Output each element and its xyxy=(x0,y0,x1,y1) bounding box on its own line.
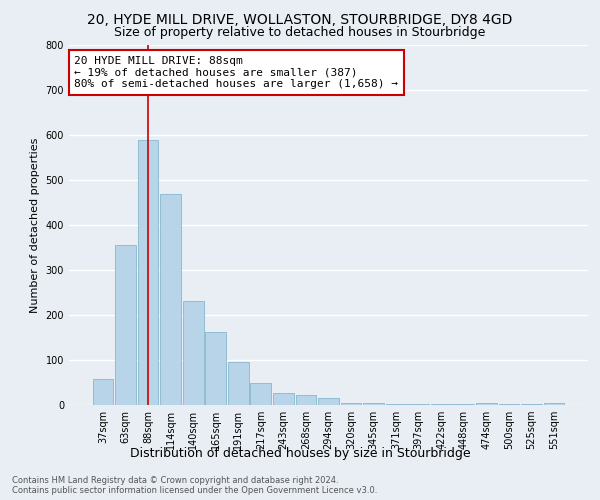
Y-axis label: Number of detached properties: Number of detached properties xyxy=(30,138,40,312)
Bar xyxy=(205,332,226,405)
Bar xyxy=(386,404,407,405)
Bar xyxy=(341,403,361,405)
Bar xyxy=(115,246,136,405)
Text: Contains HM Land Registry data © Crown copyright and database right 2024.
Contai: Contains HM Land Registry data © Crown c… xyxy=(12,476,377,495)
Bar xyxy=(273,393,294,405)
Bar xyxy=(228,362,248,405)
Bar xyxy=(160,194,181,405)
Text: Size of property relative to detached houses in Stourbridge: Size of property relative to detached ho… xyxy=(115,26,485,39)
Text: 20 HYDE MILL DRIVE: 88sqm
← 19% of detached houses are smaller (387)
80% of semi: 20 HYDE MILL DRIVE: 88sqm ← 19% of detac… xyxy=(74,56,398,89)
Bar xyxy=(183,300,203,405)
Bar xyxy=(363,403,384,405)
Bar xyxy=(476,403,497,405)
Bar xyxy=(431,404,452,405)
Bar xyxy=(499,404,520,405)
Bar xyxy=(521,404,542,405)
Bar xyxy=(92,379,113,405)
Bar xyxy=(318,398,339,405)
Text: Distribution of detached houses by size in Stourbridge: Distribution of detached houses by size … xyxy=(130,448,470,460)
Bar xyxy=(250,384,271,405)
Bar xyxy=(137,140,158,405)
Bar xyxy=(454,404,474,405)
Bar xyxy=(296,395,316,405)
Text: 20, HYDE MILL DRIVE, WOLLASTON, STOURBRIDGE, DY8 4GD: 20, HYDE MILL DRIVE, WOLLASTON, STOURBRI… xyxy=(88,12,512,26)
Bar xyxy=(544,403,565,405)
Bar xyxy=(409,404,429,405)
